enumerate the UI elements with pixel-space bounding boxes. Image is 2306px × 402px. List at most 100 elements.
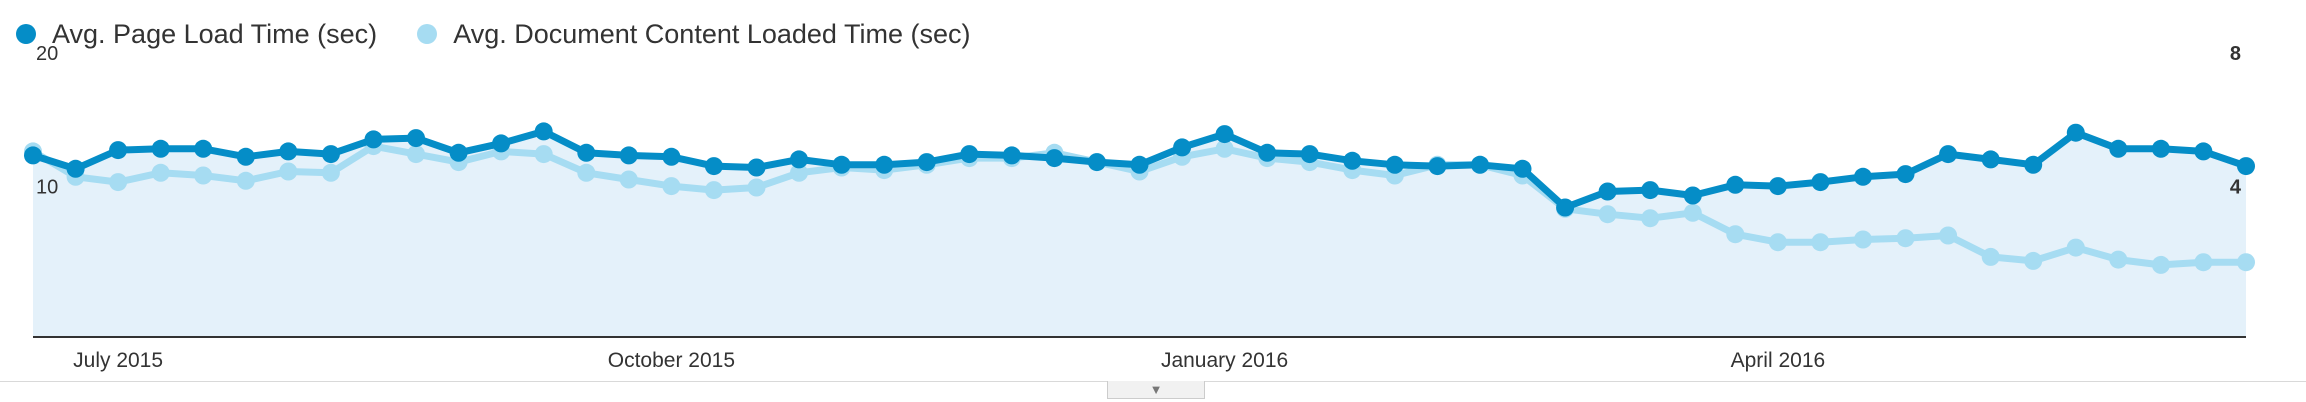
- data-point: [1300, 145, 1319, 164]
- data-point: [2194, 253, 2213, 272]
- data-point: [1683, 203, 1702, 222]
- data-point: [321, 145, 340, 164]
- data-point: [407, 145, 425, 164]
- data-point: [449, 143, 468, 162]
- y-axis-left-tick: 10: [36, 177, 58, 199]
- data-point: [2194, 142, 2213, 161]
- data-point: [1939, 145, 1958, 164]
- data-point: [619, 146, 638, 165]
- data-point: [747, 178, 766, 197]
- data-point: [704, 181, 723, 200]
- data-point: [1854, 230, 1872, 249]
- data-point: [407, 129, 425, 148]
- legend-label-page-load: Avg. Page Load Time (sec): [52, 18, 378, 49]
- data-point: [1811, 233, 1830, 252]
- data-point: [2024, 251, 2043, 270]
- data-point: [279, 162, 298, 181]
- data-point: [151, 163, 170, 182]
- data-point: [1726, 175, 1745, 194]
- data-point: [2066, 238, 2085, 257]
- series-area: [33, 131, 2246, 337]
- data-point: [2151, 139, 2170, 158]
- data-point: [1981, 247, 2000, 266]
- data-point: [1258, 143, 1277, 162]
- data-point: [1854, 167, 1872, 186]
- data-point: [662, 147, 681, 166]
- y-axis-left-tick: 20: [36, 43, 58, 65]
- data-point: [1598, 182, 1617, 201]
- data-point: [790, 163, 808, 182]
- series-dot-icon: [16, 24, 36, 44]
- data-point: [1215, 125, 1234, 144]
- chevron-down-icon: ▼: [1149, 382, 1163, 397]
- data-point: [1215, 139, 1234, 158]
- x-axis-label: January 2016: [1161, 349, 1288, 372]
- data-point: [1343, 151, 1362, 170]
- data-point: [1045, 149, 1064, 168]
- y-axis-right-tick: 8: [2230, 43, 2241, 65]
- data-point: [1726, 225, 1745, 244]
- chart-legend: Avg. Page Load Time (sec) Avg. Document …: [16, 14, 1010, 54]
- data-point: [534, 122, 553, 141]
- data-point: [2237, 253, 2255, 272]
- data-point: [1939, 226, 1958, 245]
- data-point: [790, 150, 808, 169]
- data-point: [1385, 155, 1404, 174]
- data-point: [1896, 165, 1915, 184]
- data-point: [1811, 173, 1830, 192]
- data-point: [2237, 157, 2255, 176]
- data-point: [2151, 255, 2170, 274]
- data-point: [2024, 155, 2043, 174]
- data-point: [1641, 209, 1660, 228]
- data-point: [492, 134, 511, 153]
- y-axis-right-tick: 4: [2230, 177, 2242, 199]
- data-point: [109, 141, 128, 160]
- data-point: [1087, 153, 1106, 172]
- data-point: [960, 145, 979, 164]
- data-point: [1768, 233, 1787, 252]
- data-point: [194, 139, 213, 158]
- data-point: [1598, 205, 1617, 224]
- data-point: [1428, 157, 1447, 176]
- x-axis-label: April 2016: [1731, 349, 1826, 372]
- legend-item-page-load[interactable]: Avg. Page Load Time (sec): [16, 19, 377, 50]
- data-point: [109, 173, 128, 192]
- data-point: [321, 163, 340, 182]
- data-point: [1683, 186, 1702, 205]
- data-point: [279, 142, 298, 161]
- data-point: [1002, 146, 1021, 165]
- data-point: [1513, 159, 1532, 178]
- data-point: [577, 163, 596, 182]
- data-point: [1471, 155, 1489, 174]
- data-point: [151, 139, 170, 158]
- data-point: [577, 143, 596, 162]
- data-point: [875, 155, 894, 174]
- data-point: [24, 146, 42, 165]
- legend-item-dom-content-loaded[interactable]: Avg. Document Content Loaded Time (sec): [417, 19, 970, 50]
- data-point: [662, 177, 681, 196]
- data-point: [236, 147, 255, 166]
- data-point: [1556, 198, 1575, 217]
- data-point: [534, 145, 553, 164]
- data-point: [1641, 181, 1660, 200]
- data-point: [747, 158, 766, 177]
- data-point: [364, 130, 383, 149]
- data-point: [619, 170, 638, 189]
- data-point: [917, 153, 936, 172]
- data-point: [832, 155, 851, 174]
- data-point: [194, 166, 213, 185]
- data-point: [704, 157, 723, 176]
- data-point: [1130, 155, 1149, 174]
- series-dot-icon: [417, 24, 438, 44]
- legend-label-dom-content-loaded: Avg. Document Content Loaded Time (sec): [453, 18, 971, 49]
- collapse-chart-button[interactable]: ▼: [1107, 381, 1205, 399]
- data-point: [2109, 139, 2128, 158]
- data-point: [2109, 250, 2128, 269]
- data-point: [236, 171, 255, 190]
- x-axis-label: July 2015: [73, 349, 163, 372]
- data-point: [1896, 229, 1915, 248]
- data-point: [1768, 177, 1787, 196]
- x-axis-label: October 2015: [608, 349, 735, 372]
- data-point: [2066, 123, 2085, 142]
